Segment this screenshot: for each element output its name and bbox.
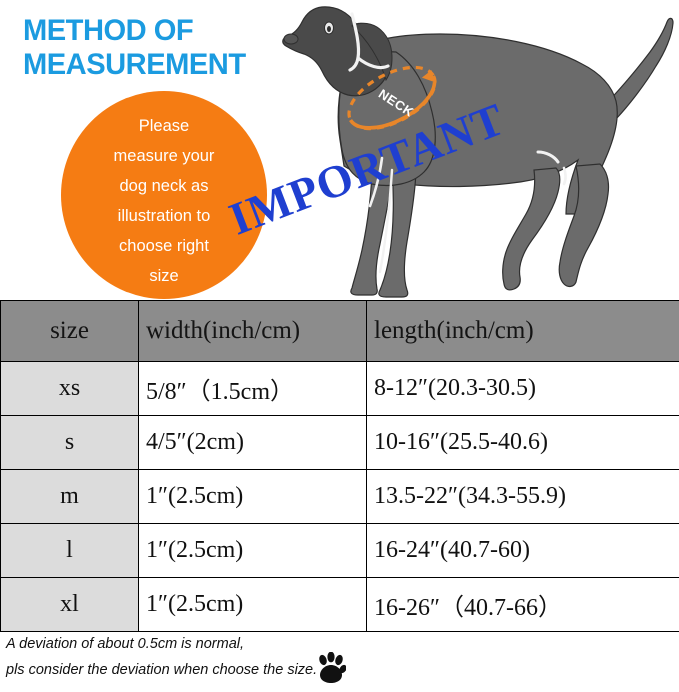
dog-silhouette: [282, 6, 674, 298]
dog-body-line: [368, 156, 384, 208]
column-header-width: width(inch/cm): [138, 300, 367, 362]
table-row: m 1″(2.5cm) 13.5-22″(34.3-55.9): [0, 469, 679, 524]
cell-length: 8-12″(20.3-30.5): [366, 361, 679, 416]
table-row: l 1″(2.5cm) 16-24″(40.7-60): [0, 523, 679, 578]
neck-loop-arrowhead: [421, 70, 435, 83]
cell-width: 1″(2.5cm): [138, 577, 367, 632]
table-header-row: size width(inch/cm) length(inch/cm): [0, 300, 679, 362]
cell-size: xs: [0, 361, 139, 416]
table-row: xl 1″(2.5cm) 16-26″（40.7-66）: [0, 577, 679, 632]
dog-illustration: [282, 6, 674, 298]
neck-loop-solid: [348, 82, 437, 130]
table-row: s 4/5″(2cm) 10-16″(25.5-40.6): [0, 415, 679, 470]
dog-chest-line: [356, 56, 390, 70]
dog-haunch-line: [536, 150, 560, 164]
cell-size: s: [0, 415, 139, 470]
cell-size: xl: [0, 577, 139, 632]
cell-size: m: [0, 469, 139, 524]
dog-tail: [599, 17, 674, 120]
callout-circle: Please measure your dog neck as illustra…: [61, 91, 267, 299]
dog-haunch-line-2: [562, 166, 567, 186]
page-title: METHOD OF MEASUREMENT: [23, 14, 246, 81]
dog-muzzle-nose: [283, 33, 299, 45]
cell-length: 16-24″(40.7-60): [366, 523, 679, 578]
cell-width: 5/8″（1.5cm）: [138, 361, 367, 416]
column-header-length: length(inch/cm): [366, 300, 679, 362]
cell-width: 4/5″(2cm): [138, 415, 367, 470]
footnote-text: A deviation of about 0.5cm is normal, pl…: [6, 636, 318, 678]
dog-eye-pupil: [327, 26, 331, 32]
paw-print-icon: [319, 652, 346, 683]
size-table: size width(inch/cm) length(inch/cm) xs 5…: [0, 300, 679, 632]
dog-rear-leg-far: [502, 167, 561, 291]
neck-measure-loop: [347, 65, 437, 131]
dog-leg-line: [378, 168, 394, 274]
cell-length: 13.5-22″(34.3-55.9): [366, 469, 679, 524]
dog-ear: [351, 22, 393, 82]
cell-width: 1″(2.5cm): [138, 469, 367, 524]
callout-text: Please measure your dog neck as illustra…: [113, 117, 215, 285]
cell-size: l: [0, 523, 139, 578]
dog-front-leg-far: [350, 164, 395, 296]
cell-length: 10-16″(25.5-40.6): [366, 415, 679, 470]
cell-length: 16-26″（40.7-66）: [366, 577, 679, 632]
dog-front-leg-near: [378, 167, 417, 298]
cell-width: 1″(2.5cm): [138, 523, 367, 578]
table-row: xs 5/8″（1.5cm） 8-12″(20.3-30.5): [0, 361, 679, 416]
dog-rear-leg-near: [558, 163, 610, 288]
column-header-size: size: [0, 300, 139, 362]
